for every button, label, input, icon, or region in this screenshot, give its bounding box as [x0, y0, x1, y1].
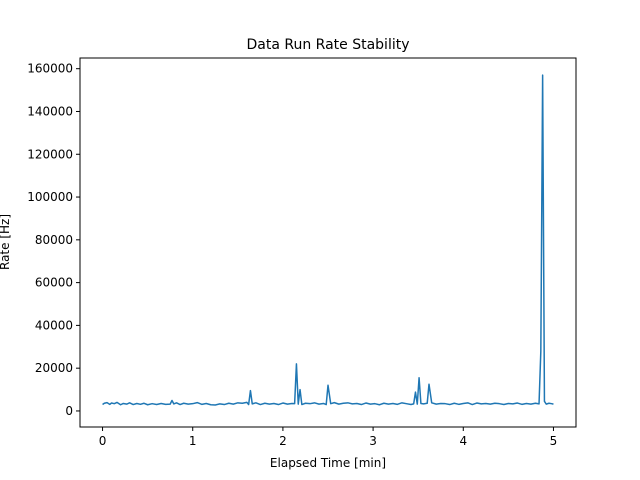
- y-axis-label: Rate [Hz]: [0, 214, 12, 270]
- y-tick-label: 100000: [27, 190, 73, 204]
- x-axis-label: Elapsed Time [min]: [270, 456, 386, 470]
- y-tick-label: 160000: [27, 62, 73, 76]
- plot-frame: [79, 57, 577, 428]
- x-tick-label: 0: [99, 434, 107, 448]
- y-tick-label: 140000: [27, 104, 73, 118]
- plot-layer: [102, 74, 554, 406]
- x-tick-label: 4: [459, 434, 467, 448]
- y-axis-ticks: 0 20000 40000 60000 80000 100000 120000 140000 1…: [27, 62, 80, 418]
- y-tick-label: 0: [65, 404, 73, 418]
- x-tick-label: 1: [189, 434, 197, 448]
- y-tick-label: 80000: [35, 233, 73, 247]
- y-tick-label: 60000: [35, 276, 73, 290]
- x-tick-label: 5: [550, 434, 558, 448]
- x-tick-label: 3: [369, 434, 377, 448]
- y-tick-label: 20000: [35, 361, 73, 375]
- series-line-0: [102, 74, 554, 406]
- y-tick-label: 120000: [27, 147, 73, 161]
- x-axis-ticks: 0 1 2 3 4 5: [99, 427, 558, 448]
- x-tick-label: 2: [279, 434, 287, 448]
- y-tick-label: 40000: [35, 318, 73, 332]
- chart-title: Data Run Rate Stability: [246, 37, 409, 53]
